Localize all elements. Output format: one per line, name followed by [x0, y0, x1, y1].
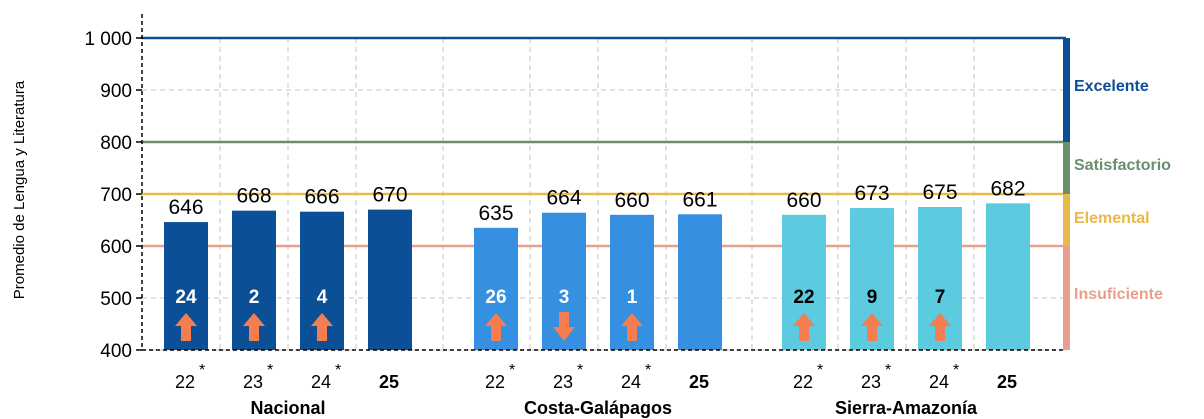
difference-label: 2	[249, 287, 260, 308]
y-axis-title: Promedio de Lengua y Literatura	[11, 80, 28, 299]
category-label: 25	[997, 372, 1017, 392]
arrow-up-icon	[621, 313, 643, 341]
significance-star: *	[817, 362, 823, 379]
bar-value-label: 668	[236, 185, 271, 208]
bar-value-label: 673	[854, 182, 889, 205]
group-label: Sierra-Amazonía	[835, 398, 978, 418]
category-label: 22	[793, 372, 813, 392]
category-label: 23	[243, 372, 263, 392]
category-label: 25	[379, 372, 399, 392]
y-tick-label: 400	[100, 341, 132, 362]
axis-layer: 22*23*24*25Nacional22*23*24*25Costa-Galá…	[84, 14, 1066, 418]
difference-label: 24	[175, 287, 197, 308]
level-band	[1063, 38, 1070, 142]
category-label: 22	[485, 372, 505, 392]
y-tick-label: 1 000	[84, 29, 132, 50]
y-tick-label: 800	[100, 133, 132, 154]
level-label: Excelente	[1074, 78, 1149, 95]
category-label: 24	[929, 372, 949, 392]
arrow-up-icon	[861, 313, 883, 341]
bar-value-label: 660	[614, 189, 649, 212]
significance-star: *	[885, 362, 891, 379]
arrow-up-icon	[175, 313, 197, 341]
group-label: Costa-Galápagos	[524, 398, 672, 418]
bar	[368, 209, 412, 350]
bar-value-label: 666	[304, 186, 339, 209]
bar-value-label: 635	[478, 202, 513, 225]
arrow-up-icon	[793, 313, 815, 341]
significance-star: *	[509, 362, 515, 379]
difference-label: 22	[793, 287, 814, 308]
group-label: Nacional	[250, 398, 325, 418]
significance-star: *	[645, 362, 651, 379]
difference-label: 7	[935, 287, 946, 308]
bar-value-label: 664	[546, 187, 581, 210]
bar-value-label: 675	[922, 181, 957, 204]
category-label: 22	[175, 372, 195, 392]
significance-star: *	[335, 362, 341, 379]
y-tick-label: 600	[100, 237, 132, 258]
arrow-up-icon	[311, 313, 333, 341]
category-label: 24	[311, 372, 331, 392]
bar-value-label: 670	[372, 184, 407, 207]
level-band	[1063, 246, 1070, 350]
category-label: 24	[621, 372, 641, 392]
significance-star: *	[199, 362, 205, 379]
level-layer: Insuficiente Elemental Satisfactorio Excele…	[1063, 38, 1171, 350]
arrow-up-icon	[929, 313, 951, 341]
level-band	[1063, 142, 1070, 194]
y-tick-label: 500	[100, 289, 132, 310]
bar-value-label: 682	[990, 177, 1025, 200]
difference-label: 26	[485, 287, 506, 308]
category-label: 23	[861, 372, 881, 392]
level-label: Elemental	[1074, 210, 1150, 227]
level-label: Insuficiente	[1074, 286, 1163, 303]
level-label: Satisfactorio	[1074, 157, 1171, 174]
significance-star: *	[577, 362, 583, 379]
bar-value-label: 660	[786, 189, 821, 212]
bar-value-label: 646	[168, 196, 203, 219]
arrow-up-icon	[243, 313, 265, 341]
difference-label: 9	[867, 287, 878, 308]
y-tick-label: 700	[100, 185, 132, 206]
difference-label: 1	[627, 287, 638, 308]
difference-label: 4	[317, 287, 328, 308]
category-label: 23	[553, 372, 573, 392]
arrow-up-icon	[485, 313, 507, 341]
level-band	[1063, 194, 1070, 246]
arrow-down-icon	[553, 312, 575, 341]
threshold-layer	[142, 36, 1066, 248]
bar	[986, 203, 1030, 350]
bar	[678, 214, 722, 350]
category-label: 25	[689, 372, 709, 392]
y-tick-label: 900	[100, 81, 132, 102]
bar-value-label: 661	[682, 188, 717, 211]
significance-star: *	[953, 362, 959, 379]
difference-label: 3	[559, 287, 570, 308]
significance-star: *	[267, 362, 273, 379]
